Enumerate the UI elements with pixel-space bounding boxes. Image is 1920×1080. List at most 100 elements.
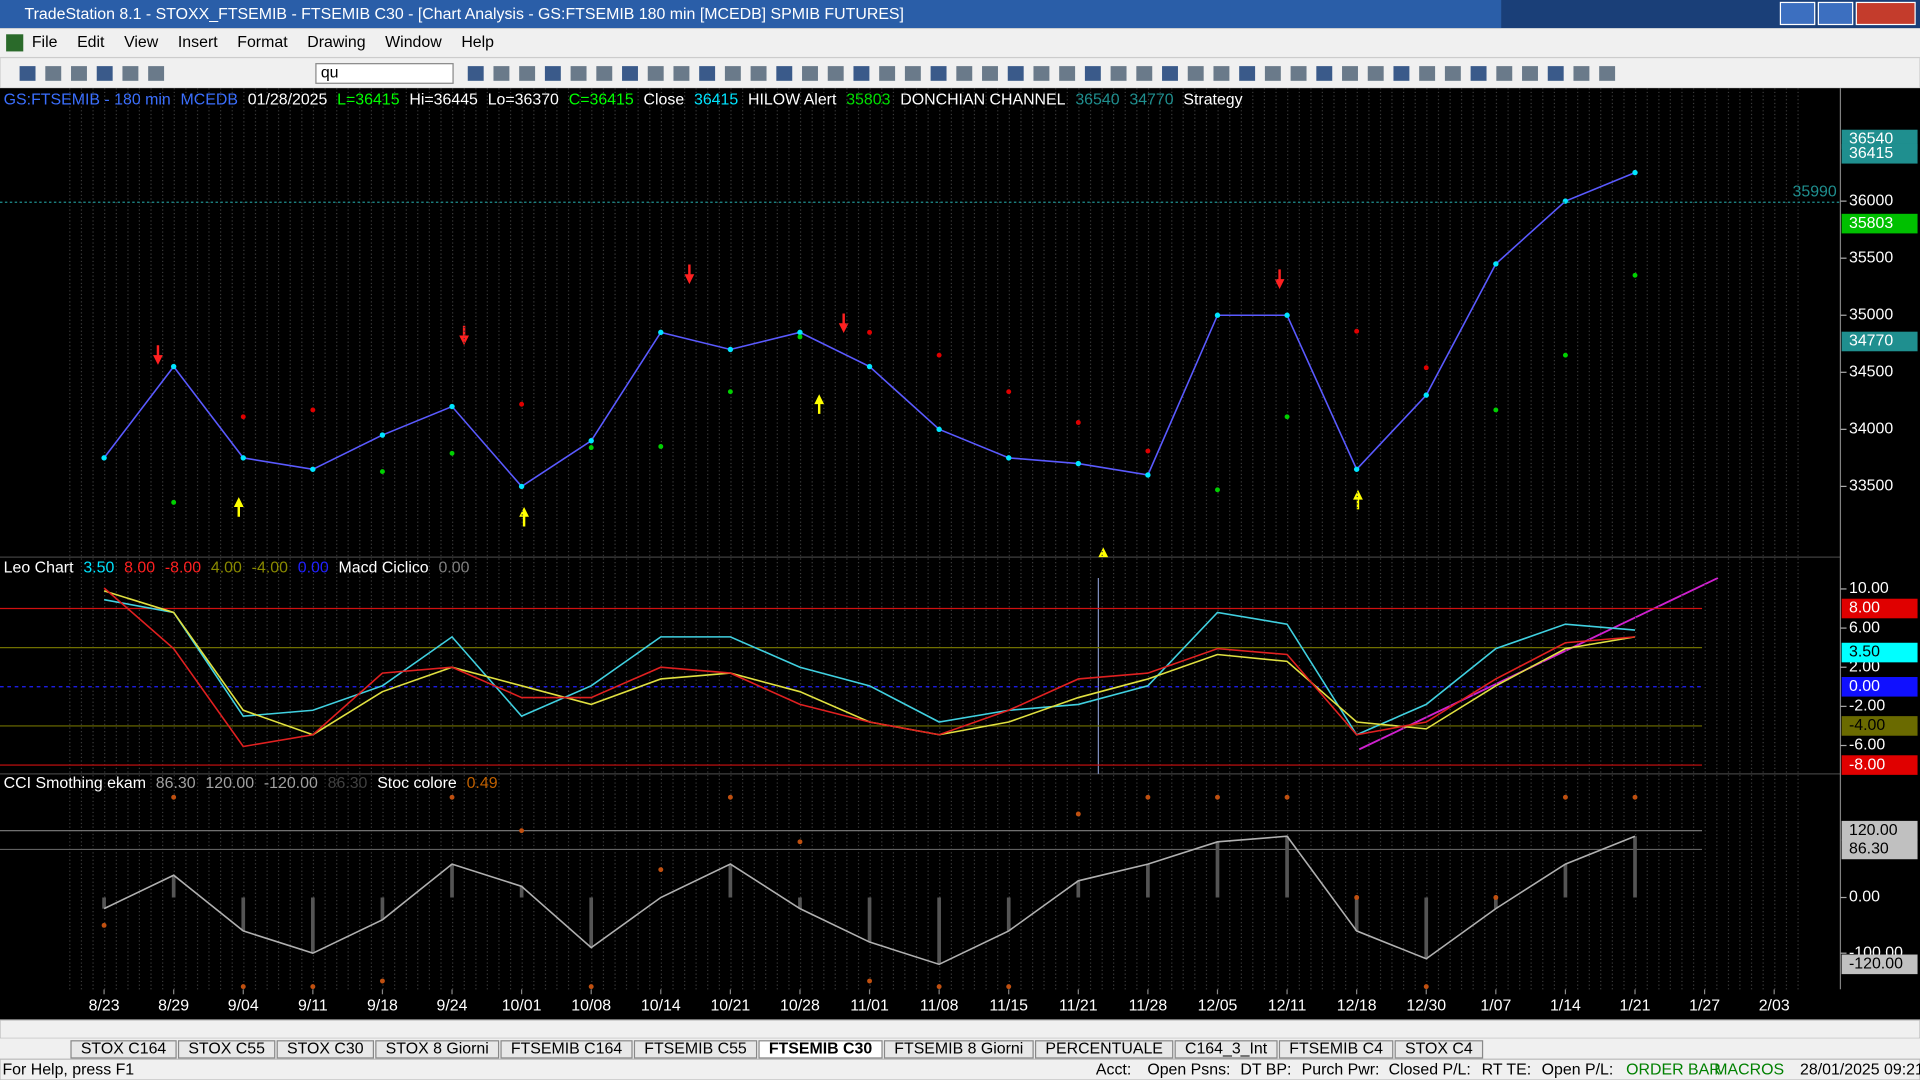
tool-icon[interactable]: [71, 66, 87, 81]
price-dot: [866, 363, 873, 370]
tab[interactable]: STOX C55: [177, 1040, 276, 1059]
tab[interactable]: FTSEMIB C4: [1278, 1040, 1394, 1059]
tool-icon[interactable]: [776, 66, 793, 81]
tool-icon[interactable]: [1573, 66, 1590, 81]
menu-item[interactable]: Edit: [77, 34, 105, 51]
status-item: Open P/L:: [1542, 1061, 1614, 1078]
tool-icon[interactable]: [1419, 66, 1436, 81]
indicator-dot: [658, 867, 664, 873]
tool-icon[interactable]: [853, 66, 870, 81]
tool-icon[interactable]: [570, 66, 587, 81]
tool-icon[interactable]: [1316, 66, 1333, 81]
tool-icon[interactable]: [1264, 66, 1281, 81]
tool-icon[interactable]: [673, 66, 690, 81]
tool-icon[interactable]: [1187, 66, 1204, 81]
tool-icon[interactable]: [1444, 66, 1461, 81]
tab[interactable]: C164_3_Int: [1174, 1040, 1278, 1059]
menu-item[interactable]: Format: [237, 34, 288, 51]
tool-icon[interactable]: [467, 66, 484, 81]
tool-icon[interactable]: [122, 66, 139, 81]
tool-icon[interactable]: [724, 66, 741, 81]
scrollbar[interactable]: [0, 1019, 1920, 1039]
marker-label: 120.00: [1849, 822, 1898, 839]
tab-shape: [758, 1040, 883, 1059]
tool-icon[interactable]: [1162, 66, 1178, 81]
tool-icon[interactable]: [1136, 66, 1153, 81]
minimize-button[interactable]: [1779, 1, 1816, 26]
marker-label: -8.00: [1849, 756, 1885, 773]
marker-box: [1841, 213, 1918, 234]
indicator-dot: [171, 794, 177, 800]
tool-icon[interactable]: [1110, 66, 1127, 81]
x-tick-label: 10/28: [780, 998, 820, 1015]
tool-icon[interactable]: [1393, 66, 1410, 81]
tab[interactable]: STOX C164: [70, 1040, 177, 1059]
tool-icon[interactable]: [647, 66, 664, 81]
tool-icon[interactable]: [493, 66, 510, 81]
tool-icon[interactable]: [519, 66, 536, 81]
tool-icon[interactable]: [1599, 66, 1616, 81]
tab[interactable]: FTSEMIB C55: [633, 1040, 758, 1059]
tool-icon[interactable]: [1033, 66, 1050, 81]
tool-icon[interactable]: [19, 66, 36, 81]
tool-icon[interactable]: [1496, 66, 1513, 81]
tool-icon[interactable]: [544, 66, 561, 81]
tool-icon[interactable]: [1367, 66, 1384, 81]
tab-shape: [70, 1040, 177, 1059]
tab[interactable]: FTSEMIB C30: [758, 1040, 883, 1059]
tool-icon[interactable]: [1007, 66, 1024, 81]
menu-item[interactable]: Help: [461, 34, 494, 51]
tool-icon[interactable]: [879, 66, 896, 81]
tool-icon[interactable]: [45, 66, 62, 81]
tab[interactable]: STOX 8 Giorni: [375, 1040, 500, 1059]
indicator-dot: [379, 978, 385, 984]
tool-icon[interactable]: [1290, 66, 1307, 81]
tool-icon[interactable]: [148, 66, 165, 81]
tool-icon[interactable]: [904, 66, 921, 81]
tab[interactable]: STOX C4: [1394, 1040, 1484, 1059]
tool-icon[interactable]: [1342, 66, 1358, 81]
tool-icon[interactable]: [802, 66, 818, 81]
indicator-dot: [1215, 794, 1220, 800]
menu-item[interactable]: Window: [385, 34, 442, 51]
price-dot: [727, 346, 734, 353]
tool-icon[interactable]: [750, 66, 767, 81]
tool-icon[interactable]: [1547, 66, 1564, 81]
tool-icon[interactable]: [827, 66, 844, 81]
tab[interactable]: STOX C30: [276, 1040, 375, 1059]
indicator-label: Hi=36445: [409, 92, 478, 109]
tab[interactable]: PERCENTUALE: [1034, 1040, 1174, 1059]
status-bar: [0, 1058, 1920, 1080]
indicator-label: 01/28/2025: [248, 92, 328, 109]
tool-icon[interactable]: [1059, 66, 1076, 81]
symbol-box[interactable]: [315, 63, 454, 84]
tool-icon[interactable]: [956, 66, 973, 81]
tab[interactable]: FTSEMIB 8 Giorni: [883, 1040, 1034, 1059]
tool-icon[interactable]: [622, 66, 638, 81]
marker-label: 34770: [1849, 333, 1893, 350]
menu-item[interactable]: Drawing: [307, 34, 365, 51]
marker-label: 86.30: [1849, 841, 1889, 858]
tool-icon[interactable]: [1084, 66, 1101, 81]
tool-icon[interactable]: [96, 66, 113, 81]
tool-icon[interactable]: [930, 66, 947, 81]
tab[interactable]: FTSEMIB C164: [500, 1040, 633, 1059]
y-tick-label: -6.00: [1849, 737, 1885, 754]
tool-icon[interactable]: [1522, 66, 1538, 81]
menu-item[interactable]: File: [32, 34, 58, 51]
symbol-box-text: qu: [321, 65, 339, 82]
tool-icon[interactable]: [699, 66, 716, 81]
tool-icon[interactable]: [1239, 66, 1256, 81]
tool-icon[interactable]: [982, 66, 998, 81]
tool-icon[interactable]: [1213, 66, 1230, 81]
indicator-dot: [240, 414, 246, 420]
maximize-button[interactable]: [1817, 1, 1854, 26]
x-tick-label: 10/08: [571, 998, 611, 1015]
tool-icon[interactable]: [596, 66, 613, 81]
menu-item[interactable]: Insert: [178, 34, 218, 51]
tab-shape: [1034, 1040, 1174, 1059]
menu-item[interactable]: View: [124, 34, 159, 51]
tool-icon[interactable]: [1470, 66, 1487, 81]
close-button[interactable]: [1855, 1, 1916, 26]
tab-label: FTSEMIB C164: [511, 1041, 623, 1058]
